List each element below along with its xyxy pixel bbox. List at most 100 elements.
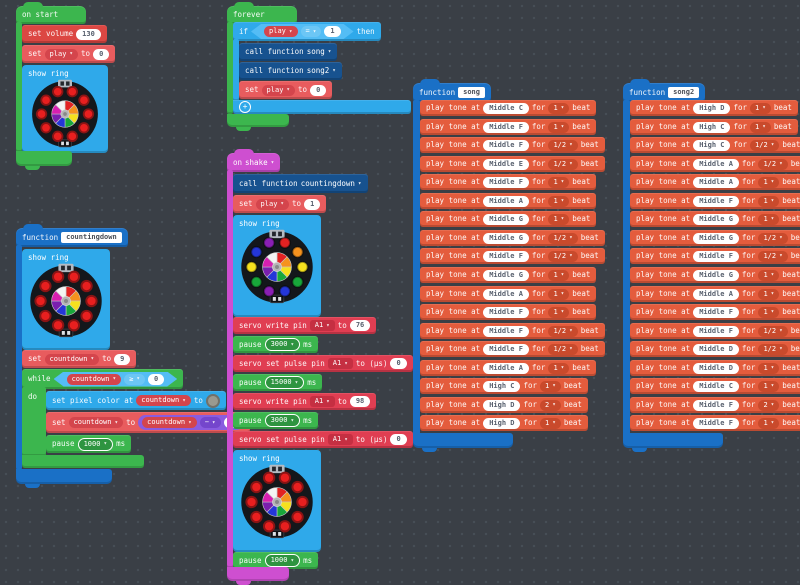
set-pixel-color-block[interactable]: set pixel color at countdown to: [46, 391, 226, 410]
beat-dropdown[interactable]: 1: [750, 121, 771, 133]
function-name-dropdown[interactable]: countingdown: [301, 180, 362, 188]
note-value[interactable]: High C: [483, 380, 521, 392]
math-subtract-block[interactable]: countdown − 1: [138, 415, 244, 430]
set-countdown-block[interactable]: set countdown to 9: [22, 350, 137, 368]
pause-block[interactable]: pause 1000 ms: [233, 552, 319, 569]
note-value[interactable]: Middle F: [483, 121, 529, 133]
beat-dropdown[interactable]: 1/2: [548, 158, 578, 170]
gesture-dropdown[interactable]: shake: [245, 159, 274, 167]
beat-dropdown[interactable]: 1: [548, 121, 570, 133]
beat-dropdown[interactable]: 1: [758, 213, 780, 225]
pause-duration-dropdown[interactable]: 3000: [264, 414, 301, 427]
beat-dropdown[interactable]: 1: [540, 380, 561, 392]
comparison-value[interactable]: 1: [324, 26, 340, 37]
play-variable-dropdown[interactable]: play: [264, 26, 297, 37]
beat-dropdown[interactable]: 1: [758, 417, 780, 429]
note-value[interactable]: Middle G: [483, 213, 529, 225]
call-function-countingdown-block[interactable]: call function countingdown: [233, 174, 368, 193]
beat-dropdown[interactable]: 1: [758, 288, 780, 300]
beat-dropdown[interactable]: 1: [758, 362, 780, 374]
note-value[interactable]: Middle A: [483, 362, 529, 374]
pulse-value[interactable]: 0: [390, 434, 407, 445]
beat-dropdown[interactable]: 1/2: [548, 139, 578, 151]
beat-dropdown[interactable]: 1/2: [548, 325, 578, 337]
beat-dropdown[interactable]: 1: [548, 362, 570, 374]
note-value[interactable]: Middle G: [693, 213, 739, 225]
countdown-variable-dropdown[interactable]: countdown: [68, 417, 124, 428]
while-block[interactable]: while countdown ≥ 0: [22, 369, 184, 389]
pin-dropdown[interactable]: A1: [327, 434, 353, 445]
beat-dropdown[interactable]: 2: [540, 399, 561, 411]
note-value[interactable]: Middle F: [693, 250, 739, 262]
beat-dropdown[interactable]: 1: [540, 417, 561, 429]
note-value[interactable]: High D: [693, 102, 731, 114]
note-value[interactable]: High D: [483, 417, 521, 429]
if-block[interactable]: if play = 1 then: [233, 22, 381, 41]
note-value[interactable]: Middle A: [693, 158, 739, 170]
note-value[interactable]: Middle F: [693, 195, 739, 207]
forever-block[interactable]: forever: [227, 2, 297, 24]
show-ring-block[interactable]: show ring: [22, 249, 110, 350]
volume-value[interactable]: 130: [76, 28, 101, 40]
operator-dropdown[interactable]: −: [199, 417, 221, 428]
comparison-operator-dropdown[interactable]: ≥: [124, 374, 145, 385]
on-start-block[interactable]: on start: [16, 2, 86, 24]
note-value[interactable]: Middle G: [693, 269, 739, 281]
note-value[interactable]: Middle F: [483, 343, 529, 355]
show-ring-block[interactable]: show ring: [22, 65, 108, 153]
note-value[interactable]: Middle F: [693, 399, 739, 411]
pause-duration-dropdown[interactable]: 3000: [264, 338, 301, 351]
call-function-song-block[interactable]: call function song: [239, 43, 338, 61]
note-value[interactable]: Middle D: [693, 343, 739, 355]
beat-dropdown[interactable]: 1/2: [548, 343, 578, 355]
note-value[interactable]: Middle G: [483, 232, 529, 244]
set-countdown-decrement-block[interactable]: set countdown to countdown − 1: [46, 412, 250, 433]
play-value[interactable]: 0: [93, 48, 110, 60]
servo-write-block[interactable]: servo write pin A1 to 98: [233, 393, 377, 410]
note-value[interactable]: Middle A: [693, 288, 739, 300]
on-shake-block[interactable]: on shake: [227, 149, 281, 172]
beat-dropdown[interactable]: 1: [758, 306, 780, 318]
note-value[interactable]: Middle A: [693, 176, 739, 188]
play-variable-dropdown[interactable]: play: [44, 48, 79, 60]
function-song2-header[interactable]: function song2: [623, 79, 706, 102]
play-value[interactable]: 1: [304, 198, 321, 210]
beat-dropdown[interactable]: 1: [548, 269, 570, 281]
note-value[interactable]: Middle D: [693, 362, 739, 374]
note-value[interactable]: Middle F: [693, 325, 739, 337]
comparison-value[interactable]: 0: [148, 374, 164, 385]
function-name-box[interactable]: countingdown: [61, 232, 122, 243]
beat-dropdown[interactable]: 1: [758, 380, 780, 392]
note-value[interactable]: Middle F: [693, 306, 739, 318]
servo-angle-value[interactable]: 76: [349, 320, 371, 331]
beat-dropdown[interactable]: 1: [548, 176, 570, 188]
beat-dropdown[interactable]: 1: [548, 306, 570, 318]
beat-dropdown[interactable]: 1/2: [758, 158, 788, 170]
set-play-block[interactable]: set play to 0: [239, 81, 333, 99]
play-variable-dropdown[interactable]: play: [261, 84, 296, 96]
countdown-variable-dropdown[interactable]: countdown: [142, 417, 197, 428]
note-value[interactable]: Middle F: [483, 325, 529, 337]
beat-dropdown[interactable]: 1: [750, 102, 771, 114]
